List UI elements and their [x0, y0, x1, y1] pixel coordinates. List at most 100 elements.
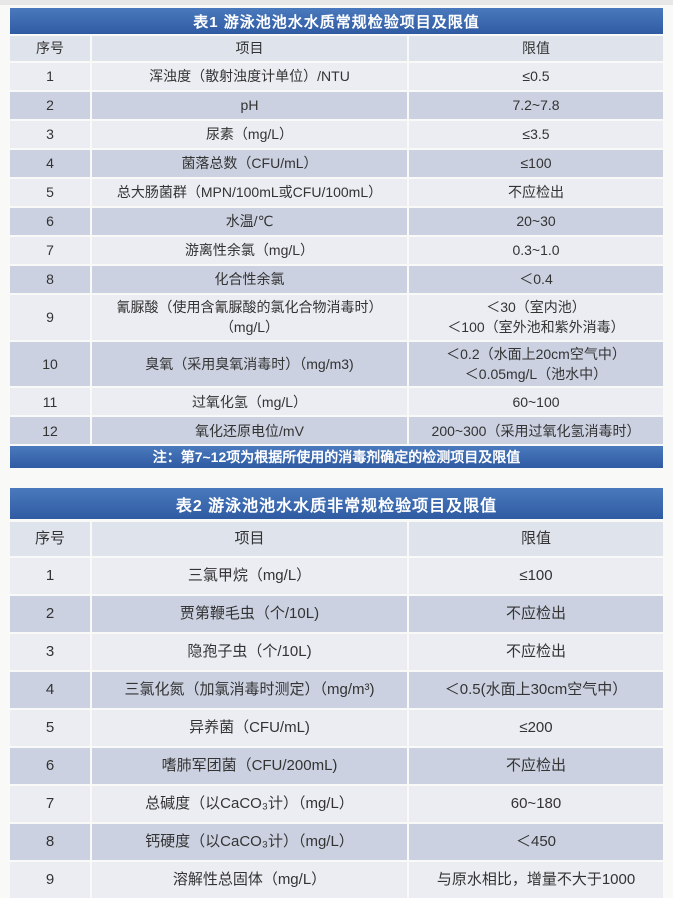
table1-col-limit: 限值	[409, 36, 663, 61]
table2-col-no: 序号	[10, 522, 90, 557]
cell-limit: 20~30	[409, 208, 663, 235]
table2-body: 1 三氯甲烷（mg/L） ≤100 2 贾第鞭毛虫（个/10L) 不应检出 3 隐孢子虫（个/…	[10, 558, 663, 898]
cell-limit: 不应检出	[409, 179, 663, 206]
cell-limit: ≤3.5	[409, 121, 663, 148]
cell-no: 5	[10, 179, 90, 206]
cell-item: 三氯化氮（加氯消毒时测定）（mg/m³)	[92, 672, 407, 709]
cell-item: 溶解性总固体（mg/L）	[92, 862, 407, 898]
table2-col-limit: 限值	[409, 522, 663, 557]
table2-title: 表2 游泳池池水水质非常规检验项目及限值	[10, 488, 663, 520]
cell-no: 2	[10, 596, 90, 633]
cell-limit: 200~300（采用过氧化氢消毒时）	[409, 417, 663, 445]
cell-no: 3	[10, 121, 90, 148]
cell-no: 10	[10, 341, 90, 387]
table1-col-item: 项目	[92, 36, 407, 61]
table-row: 12 氧化还原电位/mV 200~300（采用过氧化氢消毒时）	[10, 417, 663, 445]
cell-item: 氧化还原电位/mV	[92, 417, 407, 445]
table2-header-row: 序号 项目 限值	[10, 522, 663, 557]
cell-item: 臭氧（采用臭氧消毒时）（mg/m3)	[92, 341, 407, 387]
cell-limit: 不应检出	[409, 596, 663, 633]
cell-item: 氰脲酸（使用含氰脲酸的氯化合物消毒时） （mg/L）	[92, 295, 407, 340]
page: 表1 游泳池池水水质常规检验项目及限值 序号 项目 限值 1 浑浊度（散射浊度计单…	[0, 5, 673, 898]
cell-limit: ≤100	[409, 558, 663, 595]
table-row: 6 水温/℃ 20~30	[10, 208, 663, 235]
cell-no: 6	[10, 748, 90, 785]
cell-item: 过氧化氢（mg/L）	[92, 388, 407, 416]
table-row: 1 浑浊度（散射浊度计单位）/NTU ≤0.5	[10, 63, 663, 90]
table-row: 10 臭氧（采用臭氧消毒时）（mg/m3) ＜0.2（水面上20cm空气中） ＜0.0…	[10, 341, 663, 387]
table1-title: 表1 游泳池池水水质常规检验项目及限值	[10, 8, 663, 34]
table-row: 7 游离性余氯（mg/L） 0.3~1.0	[10, 237, 663, 264]
cell-limit: 不应检出	[409, 634, 663, 671]
cell-limit: ＜0.5(水面上30cm空气中）	[409, 672, 663, 709]
cell-limit: ＜450	[409, 824, 663, 861]
table-row: 4 菌落总数（CFU/mL） ≤100	[10, 150, 663, 177]
cell-no: 2	[10, 92, 90, 119]
table-row: 3 尿素（mg/L） ≤3.5	[10, 121, 663, 148]
cell-item: 尿素（mg/L）	[92, 121, 407, 148]
table1-note: 注：第7~12项为根据所使用的消毒剂确定的检测项目及限值	[10, 446, 663, 469]
table-row: 5 异养菌（CFU/mL) ≤200	[10, 710, 663, 747]
table-row: 8 钙硬度（以CaCO₃计）（mg/L） ＜450	[10, 824, 663, 861]
table-row: 6 嗜肺军团菌（CFU/200mL) 不应检出	[10, 748, 663, 785]
cell-limit: ≤100	[409, 150, 663, 177]
cell-item: 总大肠菌群（MPN/100mL或CFU/100mL）	[92, 179, 407, 206]
table-row: 1 三氯甲烷（mg/L） ≤100	[10, 558, 663, 595]
page-top-strip	[0, 0, 673, 5]
table-row: 8 化合性余氯 ＜0.4	[10, 266, 663, 293]
cell-no: 3	[10, 634, 90, 671]
cell-item: 嗜肺军团菌（CFU/200mL)	[92, 748, 407, 785]
cell-limit: ＜30（室内池） ＜100（室外池和紫外消毒）	[409, 295, 663, 340]
cell-limit: 60~180	[409, 786, 663, 823]
cell-no: 11	[10, 388, 90, 416]
cell-item: 水温/℃	[92, 208, 407, 235]
cell-no: 9	[10, 862, 90, 898]
table-gap	[10, 470, 663, 488]
cell-no: 9	[10, 295, 90, 340]
table2-col-item: 项目	[92, 522, 407, 557]
cell-item: 隐孢子虫（个/10L)	[92, 634, 407, 671]
cell-limit: 不应检出	[409, 748, 663, 785]
cell-item: 菌落总数（CFU/mL）	[92, 150, 407, 177]
cell-item: 异养菌（CFU/mL)	[92, 710, 407, 747]
table-row: 9 氰脲酸（使用含氰脲酸的氯化合物消毒时） （mg/L） ＜30（室内池） ＜100（室…	[10, 295, 663, 340]
cell-limit: ＜0.4	[409, 266, 663, 293]
table-row: 7 总碱度（以CaCO₃计）（mg/L） 60~180	[10, 786, 663, 823]
table-regular-items: 表1 游泳池池水水质常规检验项目及限值 序号 项目 限值 1 浑浊度（散射浊度计单…	[10, 8, 663, 469]
cell-no: 1	[10, 558, 90, 595]
cell-item: 三氯甲烷（mg/L）	[92, 558, 407, 595]
cell-no: 8	[10, 266, 90, 293]
table-row: 3 隐孢子虫（个/10L) 不应检出	[10, 634, 663, 671]
table-row: 2 pH 7.2~7.8	[10, 92, 663, 119]
cell-no: 7	[10, 786, 90, 823]
cell-limit: 与原水相比，增量不大于1000	[409, 862, 663, 898]
table-row: 5 总大肠菌群（MPN/100mL或CFU/100mL） 不应检出	[10, 179, 663, 206]
cell-item: 化合性余氯	[92, 266, 407, 293]
cell-no: 8	[10, 824, 90, 861]
cell-item: pH	[92, 92, 407, 119]
table1-col-no: 序号	[10, 36, 90, 61]
cell-no: 12	[10, 417, 90, 445]
table1-header-row: 序号 项目 限值	[10, 36, 663, 61]
cell-limit: ≤200	[409, 710, 663, 747]
cell-item: 钙硬度（以CaCO₃计）（mg/L）	[92, 824, 407, 861]
cell-limit: 7.2~7.8	[409, 92, 663, 119]
cell-item: 贾第鞭毛虫（个/10L)	[92, 596, 407, 633]
table-row: 2 贾第鞭毛虫（个/10L) 不应检出	[10, 596, 663, 633]
table1-body: 1 浑浊度（散射浊度计单位）/NTU ≤0.5 2 pH 7.2~7.8 3 尿素（mg/L）…	[10, 63, 663, 445]
cell-no: 4	[10, 150, 90, 177]
table-row: 4 三氯化氮（加氯消毒时测定）（mg/m³) ＜0.5(水面上30cm空气中）	[10, 672, 663, 709]
cell-no: 5	[10, 710, 90, 747]
table-row: 9 溶解性总固体（mg/L） 与原水相比，增量不大于1000	[10, 862, 663, 898]
cell-limit: 0.3~1.0	[409, 237, 663, 264]
cell-no: 7	[10, 237, 90, 264]
cell-no: 1	[10, 63, 90, 90]
cell-no: 6	[10, 208, 90, 235]
cell-limit: 60~100	[409, 388, 663, 416]
cell-item: 游离性余氯（mg/L）	[92, 237, 407, 264]
cell-item: 总碱度（以CaCO₃计）（mg/L）	[92, 786, 407, 823]
cell-no: 4	[10, 672, 90, 709]
cell-limit: ≤0.5	[409, 63, 663, 90]
cell-limit: ＜0.2（水面上20cm空气中） ＜0.05mg/L（池水中）	[409, 341, 663, 387]
table-row: 11 过氧化氢（mg/L） 60~100	[10, 388, 663, 416]
